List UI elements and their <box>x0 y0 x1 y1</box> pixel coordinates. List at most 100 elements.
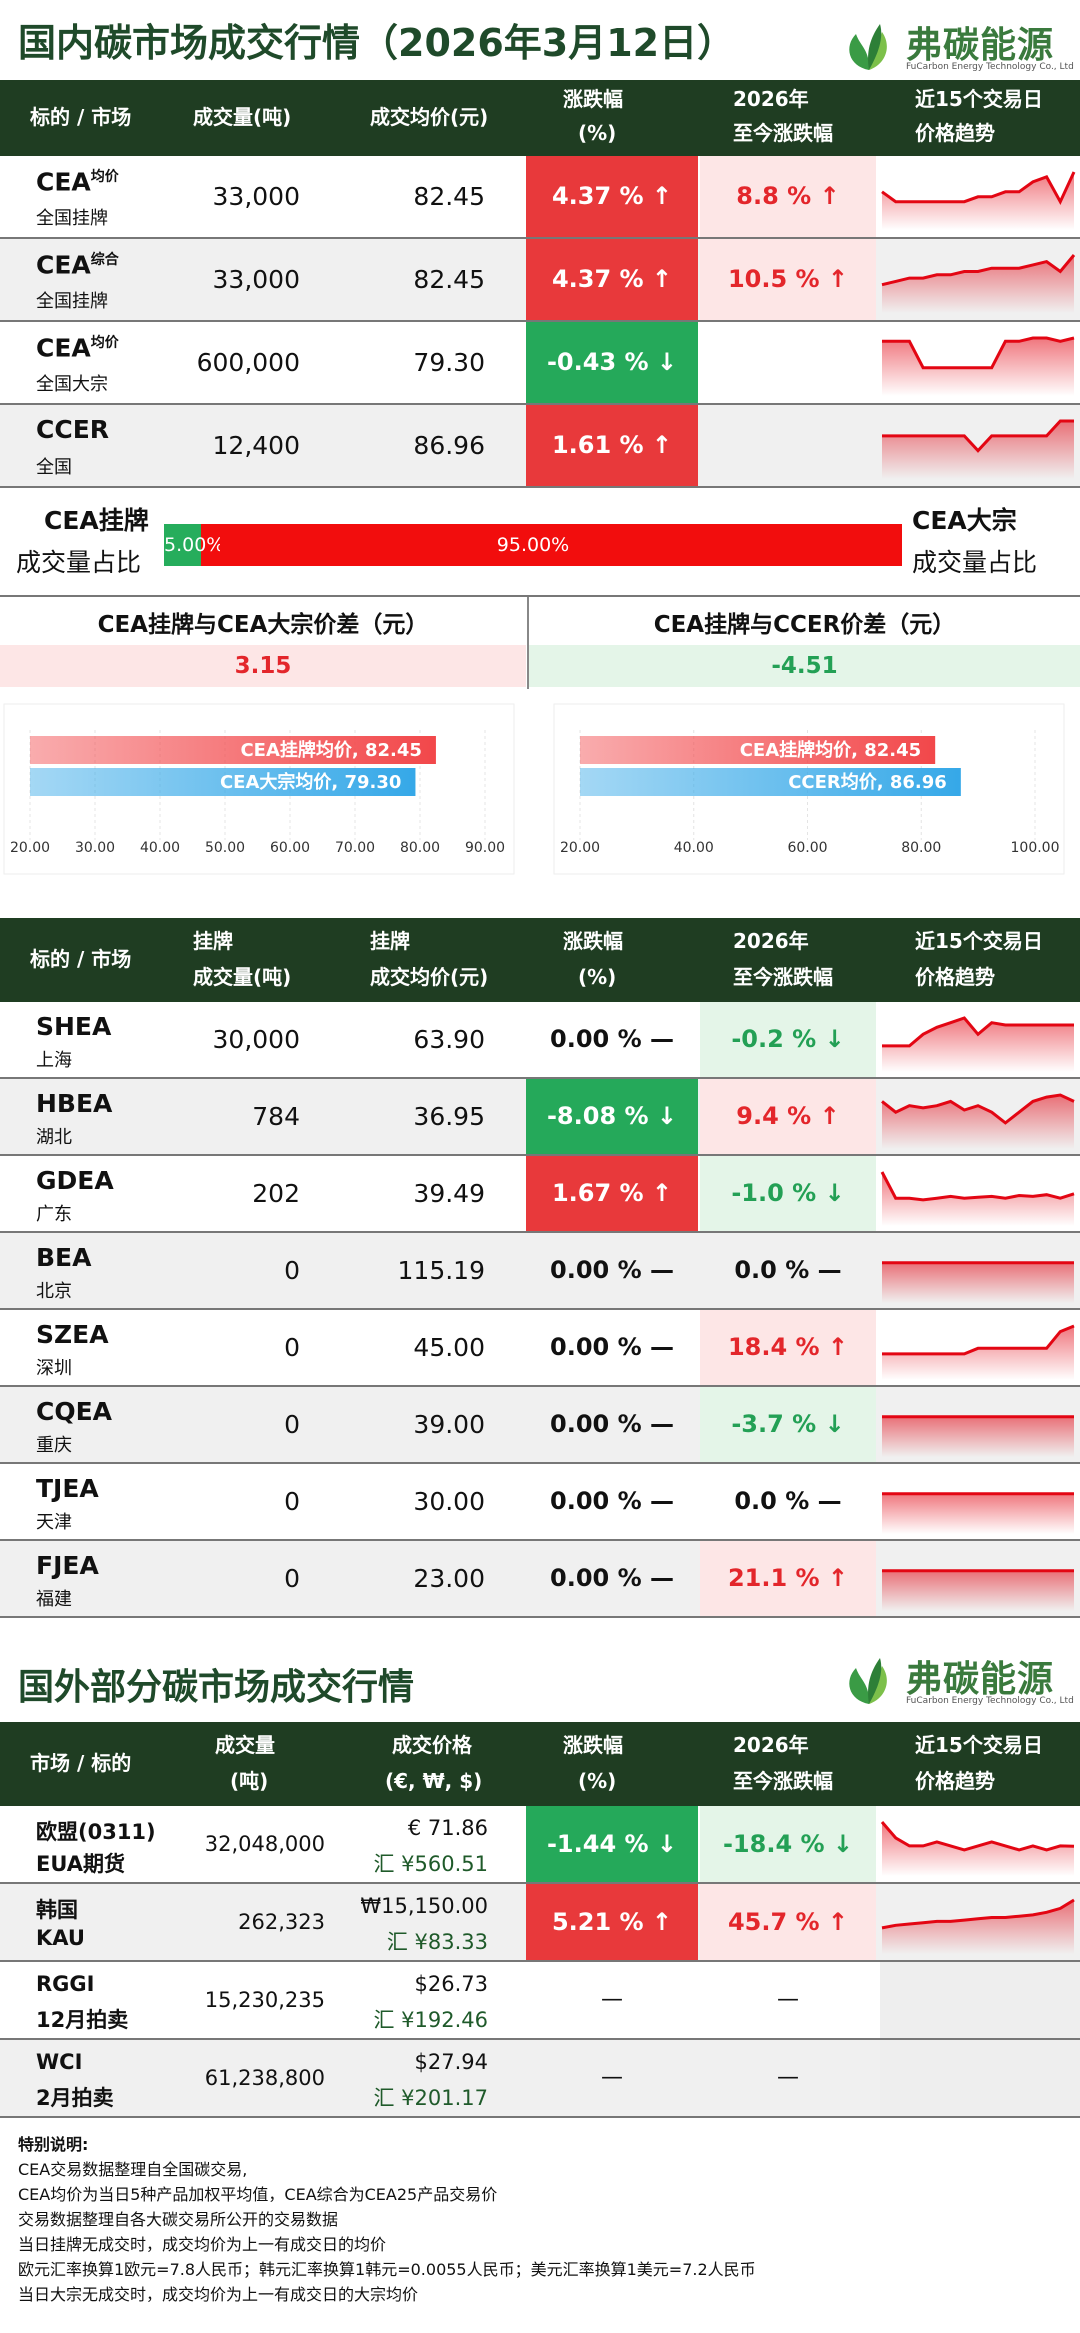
table-row: TJEA 天津 0 30.00 0.00 % — 0.0 % — <box>0 1464 1080 1541</box>
avg-price: 36.95 <box>413 1102 485 1131</box>
price-cny-value: 汇 ¥192.46 <box>373 2008 488 2032</box>
bar <box>30 736 436 764</box>
table-row: 韩国 KAU 262,323 ₩15,150.00 汇 ¥83.33 5.21 % ↑ 45… <box>0 1884 1080 1962</box>
table-row: FJEA 福建 0 23.00 0.00 % — 21.1 % ↑ <box>0 1541 1080 1618</box>
spread-value: -4.51 <box>529 645 1080 687</box>
change-pct: 0.00 % — <box>550 1256 674 1284</box>
header-trend-sub: 价格趋势 <box>915 121 995 145</box>
market: 重庆 <box>36 1435 72 1456</box>
market: 广东 <box>36 1204 72 1225</box>
table-row: HBEA 湖北 784 36.95 -8.08 % ↓ 9.4 % ↑ <box>0 1079 1080 1156</box>
sparkline-area <box>882 421 1074 479</box>
header-volume-unit: (吨) <box>230 1769 269 1793</box>
logo-subtitle: FuCarbon Energy Technology Co., Ltd <box>906 62 1074 72</box>
symbol-code: CEA <box>36 167 91 197</box>
ytd-change: 45.7 % ↑ <box>700 1884 876 1960</box>
market-name: WCI <box>36 2050 83 2074</box>
sparkline-area <box>882 1262 1074 1303</box>
leaf-logo-icon <box>849 24 887 70</box>
price-local: ₩15,150.00 <box>360 1894 488 1918</box>
avg-price: 82.45 <box>413 182 485 211</box>
header-symbol: 标的 / 市场 <box>30 105 132 129</box>
header-price-unit: (€, ₩, $) <box>385 1769 483 1793</box>
header-change: 涨跌幅 <box>563 1733 623 1757</box>
company-logo: 弗碳能源 FuCarbon Energy Technology Co., Ltd <box>840 14 1074 80</box>
table-row: CCER 全国 12,400 86.96 1.61 % ↑ <box>0 405 1080 488</box>
price-spreads: CEA挂牌与CEA大宗价差（元） 3.15 CEA挂牌与CCER价差（元） -4… <box>0 597 1080 689</box>
market-name: 欧盟(0311) <box>36 1820 156 1844</box>
volume: 0 <box>284 1256 300 1285</box>
trend-sparkline <box>882 1016 1074 1072</box>
table-header: 标的 / 市场 挂牌 成交量(吨) 挂牌 成交均价(元) 涨跌幅 (%) 202… <box>0 918 1080 1002</box>
avg-price: 30.00 <box>413 1487 485 1516</box>
market: 湖北 <box>36 1127 72 1148</box>
footnote-heading: 特别说明: <box>18 2135 89 2154</box>
symbol-superscript: 均价 <box>90 335 119 351</box>
bar <box>30 768 416 796</box>
x-tick-label: 100.00 <box>1011 840 1060 856</box>
sparkline-line <box>882 336 1075 370</box>
table-row: SZEA 深圳 0 45.00 0.00 % — 18.4 % ↑ <box>0 1310 1080 1387</box>
ytd-change: 9.4 % ↑ <box>700 1079 876 1154</box>
volume: 30,000 <box>212 1025 300 1054</box>
sparkline-line <box>880 1171 1075 1202</box>
price-cny-value: 汇 ¥83.33 <box>386 1930 488 1954</box>
market: 上海 <box>36 1050 72 1071</box>
company-logo: 弗碳能源 FuCarbon Energy Technology Co., Ltd <box>840 1648 1074 1714</box>
symbol-code: CEA <box>36 250 91 280</box>
spread-cea-bulk: CEA挂牌与CEA大宗价差（元） 3.15 <box>0 597 526 689</box>
volume-ratio-bar: CEA挂牌 成交量占比 5.00% 95.00% CEA大宗 成交量占比 <box>0 487 1080 597</box>
sparkline-area <box>882 1493 1074 1534</box>
trend-empty <box>880 2040 1080 2116</box>
table-row: CEA综合 全国挂牌 33,000 82.45 4.37 % ↑ 10.5 % ↑ <box>0 239 1080 322</box>
footnote-line: CEA均价为当日5种产品加权平均值，CEA综合为CEA25产品交易价 <box>18 2185 498 2204</box>
chart-frame <box>553 703 1065 875</box>
ytd-change: 0.0 % — <box>734 1256 842 1284</box>
bar-data-label: CCER均价, 86.96 <box>788 771 947 793</box>
symbol-superscript: 均价 <box>90 169 119 185</box>
change-pct: 0.00 % — <box>550 1564 674 1592</box>
product-name: 12月拍卖 <box>36 2008 129 2032</box>
header-trend-sub: 价格趋势 <box>915 1769 995 1793</box>
change-pct: 4.37 % ↑ <box>526 239 698 320</box>
product-name: KAU <box>36 1926 85 1950</box>
header-change-unit: (%) <box>578 1769 617 1793</box>
ytd-change: — <box>777 1987 799 2012</box>
footnote-line: CEA交易数据整理自全国碳交易, <box>18 2160 248 2179</box>
x-tick-label: 80.00 <box>400 840 440 856</box>
logo-name: 弗碳能源 <box>906 25 1055 66</box>
header-ytd-sub: 至今涨跌幅 <box>733 121 833 145</box>
market: 全国挂牌 <box>36 208 108 229</box>
header-change-unit: (%) <box>578 965 617 989</box>
sparkline-line <box>881 171 1076 206</box>
change-pct: 0.00 % — <box>550 1487 674 1515</box>
ytd-change: — <box>777 2065 799 2090</box>
sparkline-area <box>882 172 1074 230</box>
price-local: € 71.86 <box>407 1816 488 1840</box>
symbol: HBEA <box>36 1089 113 1118</box>
sparkline-area <box>882 1326 1074 1380</box>
header-trend: 近15个交易日 <box>915 87 1043 111</box>
trend-empty <box>880 1962 1080 2038</box>
trend-sparkline <box>880 1171 1075 1226</box>
header-ytd: 2026年 <box>733 929 809 953</box>
footnote-line: 当日挂牌无成交时，成交均价为上一有成交日的均价 <box>18 2235 387 2254</box>
header-market: 市场 / 标的 <box>30 1751 132 1775</box>
bar-data-label: CEA大宗均价, 79.30 <box>220 771 401 793</box>
sparkline-area <box>882 1570 1074 1611</box>
header-volume: 成交量 <box>215 1733 275 1757</box>
trend-sparkline <box>881 1898 1075 1954</box>
header-change-unit: (%) <box>578 121 617 145</box>
spread-title: CEA挂牌与CCER价差（元） <box>653 612 956 638</box>
footnote-line: 交易数据整理自各大碳交易所公开的交易数据 <box>18 2210 339 2229</box>
volume: 33,000 <box>212 265 300 294</box>
price-cny: 汇 ¥192.46 <box>373 2004 488 2034</box>
header-ytd-sub: 至今涨跌幅 <box>733 965 833 989</box>
symbol: CEA均价 <box>36 166 119 196</box>
divider <box>527 597 529 689</box>
sparkline-area <box>882 255 1074 313</box>
change-pct: -1.44 % ↓ <box>526 1806 698 1882</box>
leaf-logo-icon <box>849 1658 887 1704</box>
volume: 33,000 <box>212 182 300 211</box>
x-tick-label: 60.00 <box>787 840 827 856</box>
